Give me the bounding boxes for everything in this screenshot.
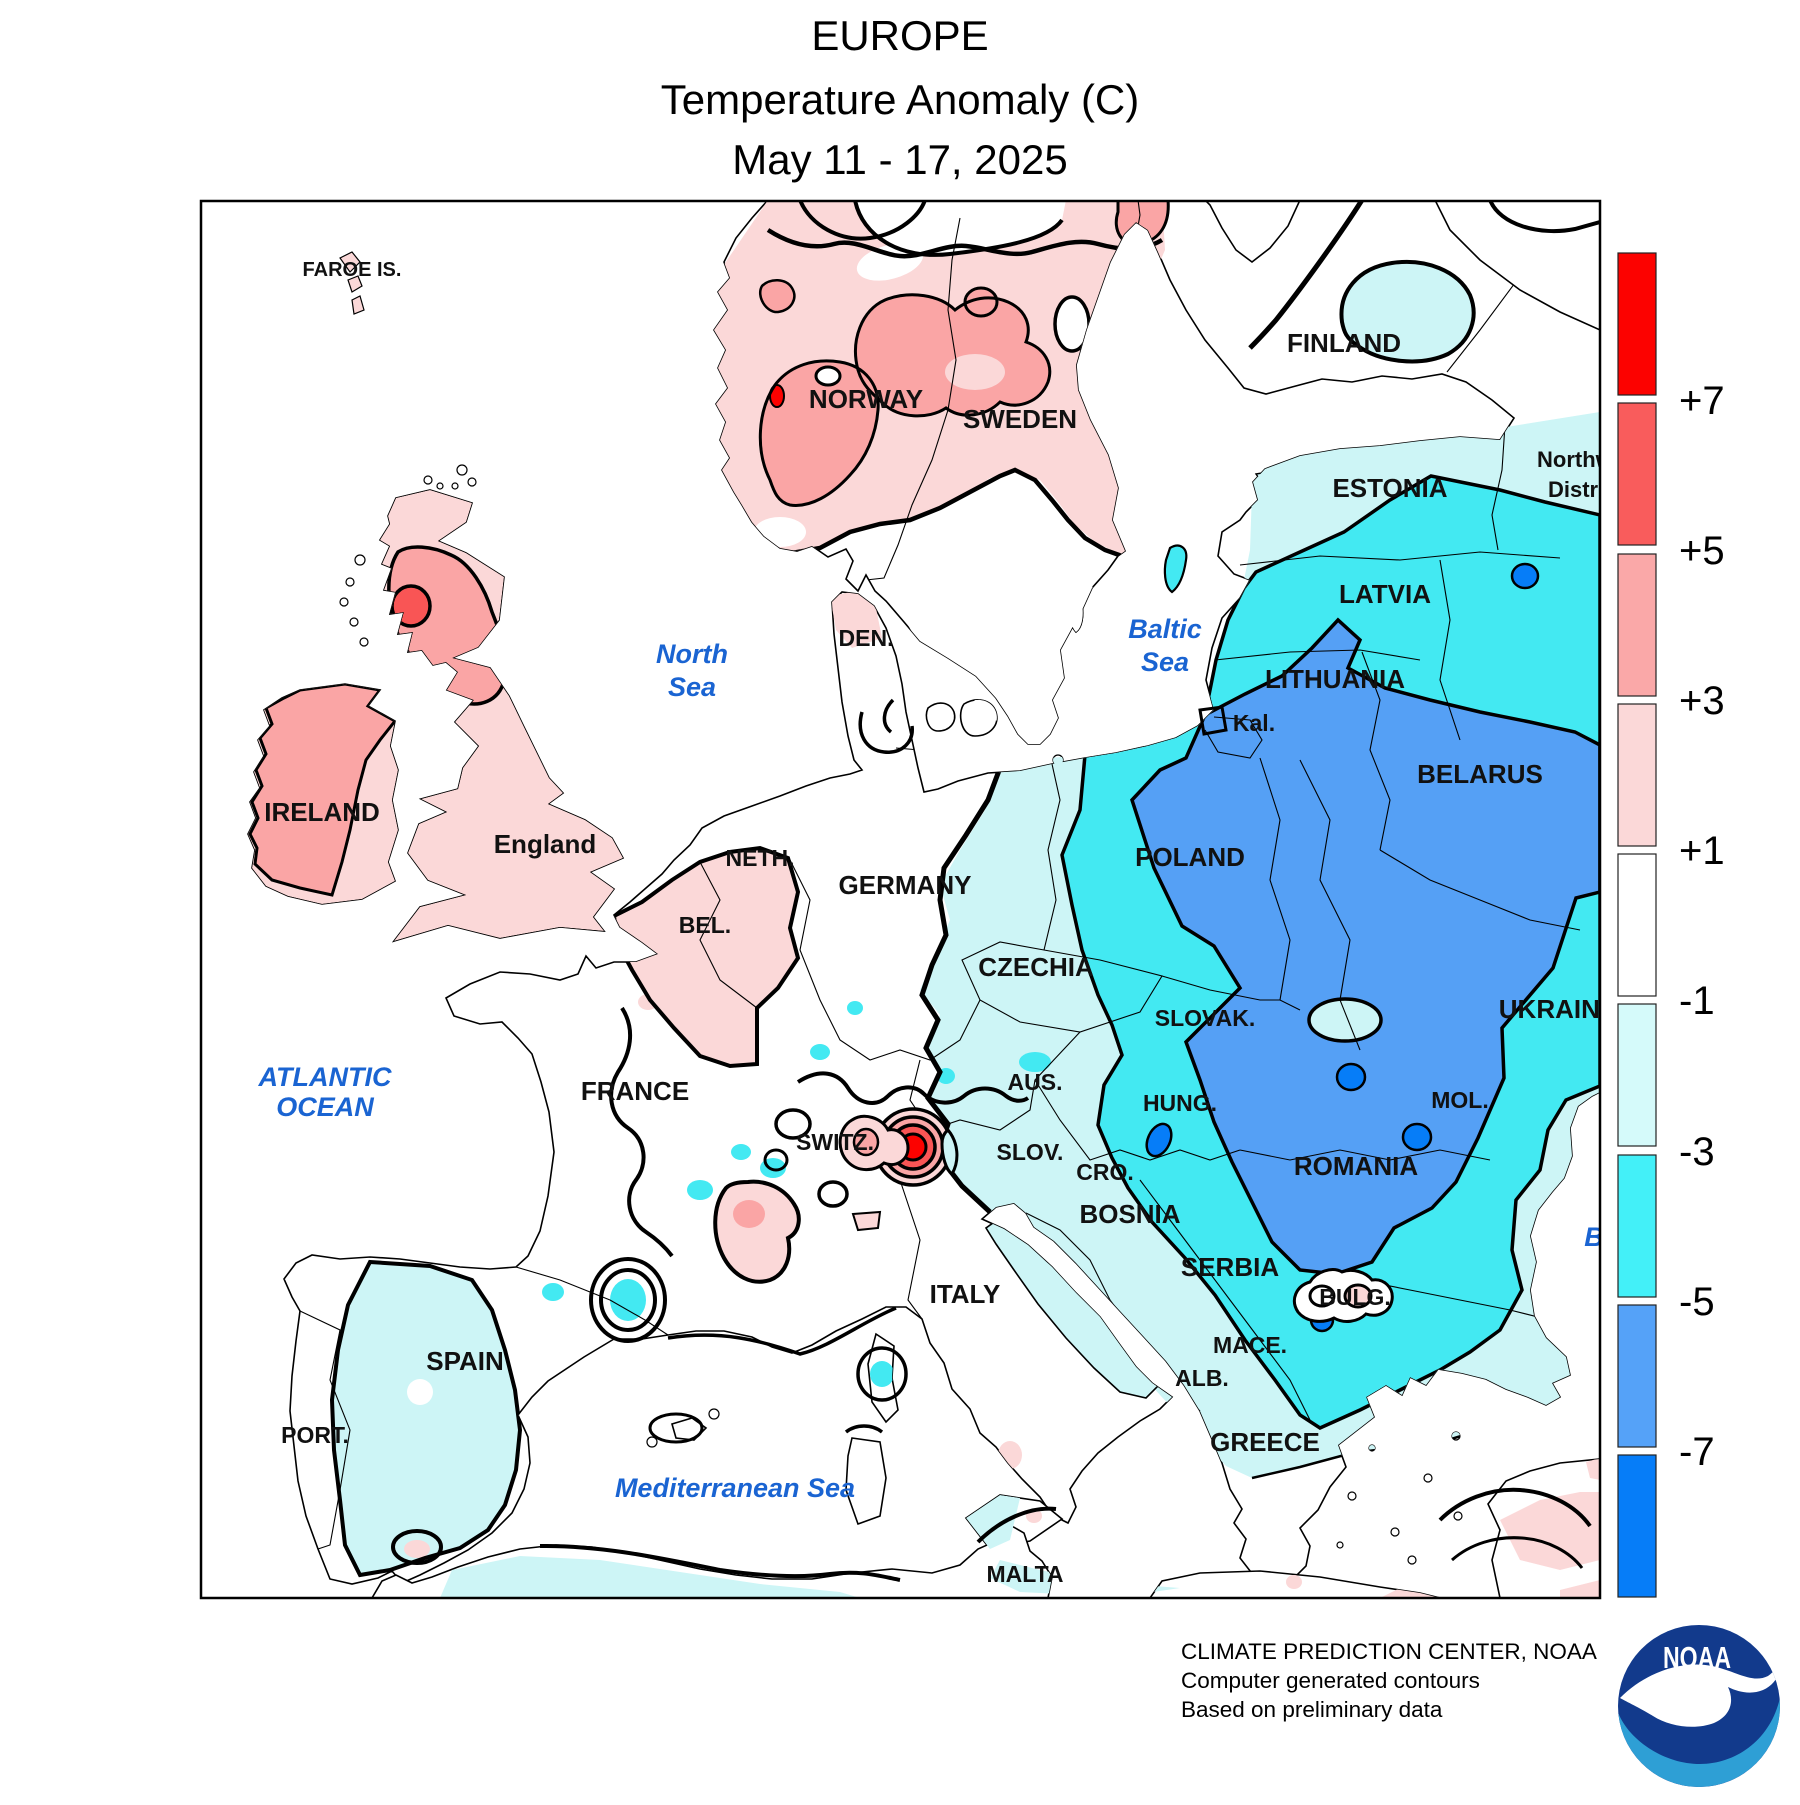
svg-text:MACE.: MACE. [1213,1332,1287,1358]
svg-text:BULG.: BULG. [1319,1284,1391,1310]
svg-text:SWEDEN: SWEDEN [963,404,1077,434]
svg-text:LATVIA: LATVIA [1339,579,1431,609]
svg-text:PORT.: PORT. [281,1422,349,1448]
svg-text:FINLAND: FINLAND [1287,328,1401,358]
svg-text:Distri: Distri [1548,477,1604,502]
svg-text:MALTA: MALTA [986,1561,1063,1587]
svg-text:SLOVAK.: SLOVAK. [1155,1005,1256,1031]
svg-text:SERBIA: SERBIA [1181,1252,1279,1282]
svg-text:GREECE: GREECE [1210,1427,1320,1457]
svg-text:DEN.: DEN. [839,625,894,651]
svg-text:+3: +3 [1679,679,1725,723]
svg-text:BELARUS: BELARUS [1417,759,1543,789]
svg-text:England: England [494,829,597,859]
svg-text:Computer generated contours: Computer generated contours [1181,1668,1480,1693]
svg-text:+7: +7 [1679,379,1725,423]
svg-text:HUNG.: HUNG. [1143,1090,1217,1116]
svg-text:-5: -5 [1679,1280,1715,1324]
svg-text:NORWAY: NORWAY [809,384,923,414]
svg-text:-1: -1 [1679,979,1715,1023]
svg-text:ATLANTIC: ATLANTIC [258,1062,392,1092]
svg-text:BEL.: BEL. [679,912,731,938]
svg-text:May 11 - 17, 2025: May 11 - 17, 2025 [732,136,1067,183]
svg-text:Sea: Sea [1141,647,1189,677]
svg-text:IRELAND: IRELAND [264,797,380,827]
svg-text:AUS.: AUS. [1008,1069,1063,1095]
svg-text:POLAND: POLAND [1135,842,1245,872]
svg-text:North: North [656,639,728,669]
svg-text:Based on preliminary data: Based on preliminary data [1181,1697,1443,1722]
svg-text:BOSNIA: BOSNIA [1079,1199,1180,1229]
svg-text:GERMANY: GERMANY [839,870,972,900]
svg-text:NETH.: NETH. [726,845,795,871]
svg-text:+1: +1 [1679,829,1725,873]
svg-text:UKRAINE: UKRAINE [1499,994,1617,1024]
svg-text:MOL.: MOL. [1431,1087,1489,1113]
svg-text:SPAIN: SPAIN [426,1346,504,1376]
svg-text:NOAA: NOAA [1663,1640,1731,1675]
svg-text:CZECHIA: CZECHIA [978,952,1094,982]
svg-text:B: B [1584,1222,1604,1252]
svg-text:FAROE IS.: FAROE IS. [303,259,402,281]
svg-text:SWITZ.: SWITZ. [796,1129,874,1155]
svg-text:+5: +5 [1679,529,1725,573]
svg-text:-7: -7 [1679,1430,1715,1474]
svg-text:Northw: Northw [1537,447,1614,472]
svg-text:CRO.: CRO. [1076,1159,1134,1185]
svg-text:EUROPE: EUROPE [811,12,988,59]
svg-text:Sea: Sea [668,672,716,702]
svg-text:ROMANIA: ROMANIA [1294,1151,1418,1181]
svg-text:Temperature Anomaly (C): Temperature Anomaly (C) [661,76,1140,123]
svg-text:FRANCE: FRANCE [581,1076,689,1106]
svg-text:Kal.: Kal. [1233,710,1275,736]
svg-text:ESTONIA: ESTONIA [1332,473,1447,503]
svg-text:ALB.: ALB. [1175,1365,1229,1391]
svg-text:CLIMATE PREDICTION CENTER, NOA: CLIMATE PREDICTION CENTER, NOAA [1181,1639,1597,1664]
svg-text:Baltic: Baltic [1128,614,1202,644]
svg-text:OCEAN: OCEAN [276,1092,374,1122]
svg-text:SLOV.: SLOV. [997,1139,1064,1165]
svg-text:LITHUANIA: LITHUANIA [1265,664,1405,694]
svg-text:-3: -3 [1679,1130,1715,1174]
svg-text:ITALY: ITALY [930,1279,1001,1309]
svg-text:Mediterranean Sea: Mediterranean Sea [615,1473,855,1503]
